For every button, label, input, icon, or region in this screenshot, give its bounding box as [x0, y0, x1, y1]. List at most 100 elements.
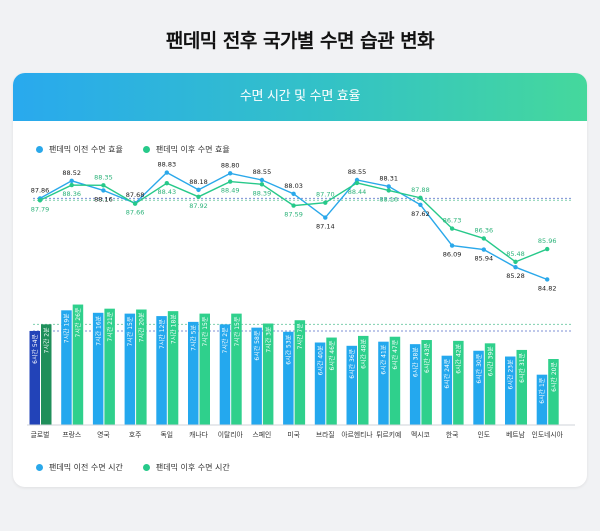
bar-after: [262, 323, 274, 425]
data-point-after: [291, 203, 296, 208]
bar-label-after: 7시간 3분: [264, 326, 272, 353]
data-point-after: [101, 183, 106, 188]
bar-label-after: 7시간 15분: [233, 316, 241, 346]
x-tick-label: 멕시코: [411, 430, 430, 439]
bar-legend: 팬데믹 이전 수면 시간 팬데믹 이후 수면 시간: [36, 462, 250, 473]
data-point-before: [418, 202, 423, 207]
bar-before: [346, 345, 357, 425]
bar-label-before: 7시간 16분: [94, 315, 102, 345]
bar-before: [378, 341, 389, 425]
data-label-before: 88.03: [284, 182, 303, 190]
legend-label: 팬데믹 이전 수면 시간: [49, 463, 123, 472]
data-label-after: 85.48: [506, 250, 525, 258]
legend-dot-before: [36, 464, 43, 471]
bar-label-after: 7시간 20분: [138, 312, 146, 342]
data-label-before: 88.80: [221, 161, 240, 169]
bar-before: [124, 313, 136, 425]
x-tick-label: 캐나다: [189, 430, 209, 439]
bar-label-after: 7시간 21분: [106, 311, 114, 341]
data-point-after: [228, 179, 233, 184]
data-label-after: 88.43: [157, 188, 176, 196]
bar-label-after: 6시간 43분: [423, 343, 431, 373]
x-tick-label: 호주: [129, 431, 142, 439]
data-point-before: [545, 277, 550, 282]
bar-after: [548, 359, 559, 425]
bar-before: [314, 342, 326, 425]
bar-label-after: 6시간 42분: [455, 343, 463, 373]
bar-after: [421, 340, 432, 425]
data-label-before: 88.31: [379, 174, 398, 182]
bar-after: [484, 343, 496, 425]
legend-dot-after: [142, 464, 150, 471]
x-tick-label: 이탈리아: [218, 430, 244, 439]
bar-label-after: 7시간 7분: [296, 323, 304, 350]
data-label-before: 85.94: [474, 255, 493, 263]
bar-label-after: 6시간 39분: [486, 346, 494, 376]
legend-item-after-time: 팬데믹 이후 수면 시간: [142, 462, 230, 473]
data-label-after: 88.49: [221, 187, 240, 195]
legend-label: 팬데믹 이후 수면 시간: [155, 463, 230, 472]
bar-label-before: 6시간 54분: [31, 333, 39, 363]
bar-label-after: 7시간 26분: [74, 307, 82, 337]
chart-card: 수면 시간 및 수면 효율 팬데믹 이전 수면 효율 팬데믹 이후 수면 효율 …: [13, 73, 587, 487]
x-tick-label: 영국: [97, 430, 110, 439]
bar-after: [516, 349, 527, 425]
data-label-before: 88.83: [157, 161, 176, 169]
bar-after: [199, 313, 210, 425]
data-point-after: [513, 259, 518, 265]
x-tick-label: 미국: [287, 430, 300, 439]
x-tick-label: 브라질: [316, 430, 335, 439]
data-label-after: 88.39: [253, 189, 272, 197]
bar-label-before: 7시간 2분: [221, 327, 229, 354]
data-label-before: 88.16: [94, 195, 113, 203]
x-tick-label: 인도네시아: [532, 430, 564, 439]
x-tick-label: 튀르키예: [376, 430, 401, 439]
data-point-after: [132, 201, 138, 206]
chart-svg: 87.86 87.79 88.52 88.36 88.16 88.35 87.68 87.66…: [27, 161, 575, 439]
bar-label-after: 6시간 48분: [360, 338, 368, 368]
data-label-before: 88.52: [62, 169, 81, 177]
page-title: 팬데믹 전후 국가별 수면 습관 변화: [165, 30, 435, 52]
data-label-after: 87.92: [189, 202, 208, 210]
data-point-after: [449, 226, 455, 231]
data-label-after: 88.44: [348, 188, 367, 196]
data-point-after: [481, 236, 486, 241]
x-tick-label: 글로벌: [31, 430, 50, 439]
data-point-after: [164, 181, 169, 186]
data-label-before: 87.62: [411, 210, 430, 218]
data-point-after: [323, 200, 328, 205]
bar-before: [251, 327, 262, 425]
bar-after: [136, 309, 147, 425]
data-label-before: 87.68: [126, 191, 145, 199]
bar-after: [358, 335, 369, 425]
legend-dot-after: [142, 146, 150, 153]
data-point-before: [386, 184, 391, 189]
data-point-before: [259, 177, 265, 183]
bar-label-before: 7시간 12분: [158, 319, 166, 349]
data-label-after: 87.66: [126, 209, 145, 217]
bar-label-before: 6시간 40분: [316, 345, 324, 375]
data-point-before: [449, 243, 455, 248]
bar-after: [231, 313, 242, 425]
data-point-before: [101, 188, 106, 193]
data-point-before: [481, 247, 486, 252]
data-label-after: 88.35: [94, 173, 113, 181]
data-label-after: 87.70: [316, 191, 335, 199]
bar-label-after: 6시간 47분: [391, 339, 399, 369]
bar-label-before: 6시간 36분: [348, 348, 356, 378]
data-label-before: 88.55: [348, 168, 367, 176]
bar-before: [505, 356, 516, 425]
data-point-after: [545, 246, 550, 252]
data-point-before: [196, 187, 201, 193]
data-point-after: [196, 194, 201, 199]
bar-before: [156, 316, 167, 425]
bar-after: [326, 337, 337, 425]
bar-label-before: 6시간 58분: [253, 330, 261, 360]
data-point-before: [291, 191, 296, 197]
bar-before: [92, 312, 104, 425]
bar-label-after: 7시간 2분: [43, 327, 51, 354]
bar-before: [473, 350, 484, 425]
data-point-before: [513, 265, 518, 270]
bar-after: [167, 311, 179, 425]
bar-label-after: 6시간 31분: [518, 352, 526, 382]
